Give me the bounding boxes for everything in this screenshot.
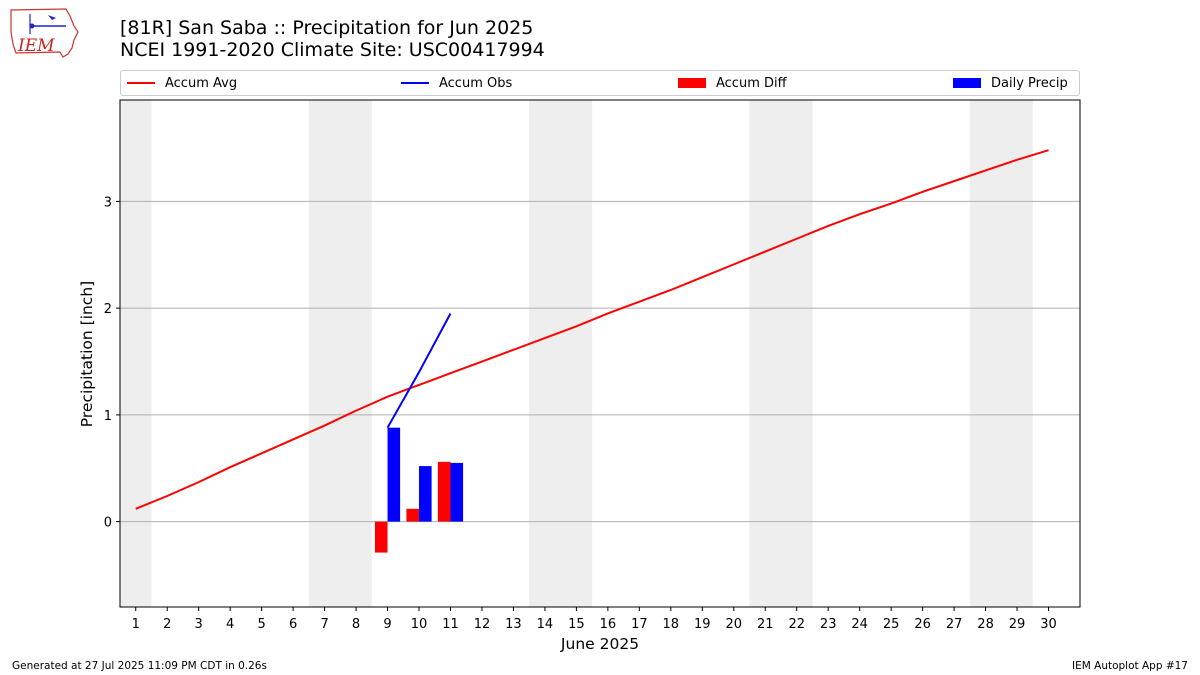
daily-precip-bar xyxy=(419,466,432,522)
x-tick-label: 3 xyxy=(195,617,203,632)
lines xyxy=(135,149,1049,510)
legend-swatch-daily-precip xyxy=(953,78,981,88)
x-tick-label: 15 xyxy=(568,617,585,632)
chart-subtitle: NCEI 1991-2020 Climate Site: USC00417994 xyxy=(120,39,545,61)
x-tick-label: 18 xyxy=(663,617,680,632)
legend-item-accum-diff: Accum Diff xyxy=(678,71,787,95)
x-tick-label: 11 xyxy=(442,617,459,632)
x-tick-label: 28 xyxy=(977,617,994,632)
x-ticks: 1 2 3 4 5 6 7 8 9 10 11 12 13 14 15 16 17 18 19 20 21 22 23 24 2… xyxy=(132,607,1057,632)
legend-item-accum-avg: Accum Avg xyxy=(127,71,237,95)
y-tick-label: 1 xyxy=(104,409,112,424)
x-tick-label: 1 xyxy=(132,617,140,632)
wind-cup-icon xyxy=(29,23,35,29)
x-tick-label: 21 xyxy=(757,617,774,632)
plot-frame xyxy=(119,99,1081,608)
legend-swatch-accum-avg xyxy=(127,82,155,84)
logo-text: IEM xyxy=(17,36,55,56)
x-tick-label: 24 xyxy=(851,617,868,632)
daily-precip-bar xyxy=(450,462,464,522)
x-tick-label: 5 xyxy=(257,617,265,632)
chart-title: [81R] San Saba :: Precipitation for Jun … xyxy=(120,17,534,39)
x-tick-label: 10 xyxy=(411,617,428,632)
x-tick-label: 22 xyxy=(788,617,805,632)
weekend-band xyxy=(308,100,372,607)
weekend-shading xyxy=(120,100,1033,607)
x-tick-label: 26 xyxy=(914,617,931,632)
weekend-band xyxy=(969,100,1033,607)
weekend-band xyxy=(120,100,152,607)
x-tick-label: 4 xyxy=(226,617,234,632)
x-tick-label: 13 xyxy=(505,617,522,632)
x-axis-label: June 2025 xyxy=(560,635,639,653)
iem-logo: IEM xyxy=(10,8,79,58)
x-tick-label: 20 xyxy=(725,617,742,632)
x-tick-label: 2 xyxy=(163,617,171,632)
legend: Accum Avg Accum Obs Accum Diff Daily Pre… xyxy=(120,70,1080,96)
daily-precip-bar xyxy=(387,427,401,522)
x-tick-label: 14 xyxy=(537,617,554,632)
legend-label-accum-obs: Accum Obs xyxy=(439,75,513,91)
gridlines xyxy=(120,200,1080,523)
legend-item-accum-obs: Accum Obs xyxy=(401,71,512,95)
x-tick-label: 30 xyxy=(1040,617,1057,632)
iowa-outline xyxy=(10,8,79,58)
accum-diff-bar xyxy=(406,508,420,522)
weekend-band xyxy=(529,100,593,607)
x-tick-label: 25 xyxy=(883,617,900,632)
x-tick-label: 23 xyxy=(820,617,837,632)
y-tick-label: 2 xyxy=(104,302,112,317)
y-tick-label: 3 xyxy=(104,195,112,210)
x-tick-label: 29 xyxy=(1009,617,1026,632)
accum-avg-line xyxy=(135,149,1049,510)
x-tick-label: 19 xyxy=(694,617,711,632)
x-tick-label: 9 xyxy=(383,617,391,632)
y-ticks: 0 1 2 3 xyxy=(104,195,120,531)
legend-item-daily-precip: Daily Precip xyxy=(953,71,1068,95)
accum-diff-bar xyxy=(437,461,451,522)
x-tick-label: 7 xyxy=(320,617,328,632)
legend-label-accum-avg: Accum Avg xyxy=(165,75,238,91)
accum-diff-bar xyxy=(374,521,388,553)
x-tick-label: 12 xyxy=(474,617,491,632)
legend-label-accum-diff: Accum Diff xyxy=(716,75,787,91)
y-tick-label: 0 xyxy=(104,516,112,531)
bars xyxy=(374,427,464,553)
x-tick-label: 8 xyxy=(352,617,360,632)
legend-label-daily-precip: Daily Precip xyxy=(991,75,1068,91)
wind-vane-icon xyxy=(48,15,56,20)
x-tick-label: 6 xyxy=(289,617,297,632)
y-axis-label: Precipitation [inch] xyxy=(78,281,96,427)
x-tick-label: 27 xyxy=(946,617,963,632)
legend-swatch-accum-diff xyxy=(678,78,706,88)
legend-swatch-accum-obs xyxy=(401,82,429,84)
weekend-band xyxy=(749,100,813,607)
accum-obs-line xyxy=(386,313,452,429)
x-tick-label: 17 xyxy=(631,617,648,632)
footer-generated: Generated at 27 Jul 2025 11:09 PM CDT in… xyxy=(12,660,267,672)
footer-app: IEM Autoplot App #17 xyxy=(1072,660,1188,672)
x-tick-label: 16 xyxy=(600,617,617,632)
